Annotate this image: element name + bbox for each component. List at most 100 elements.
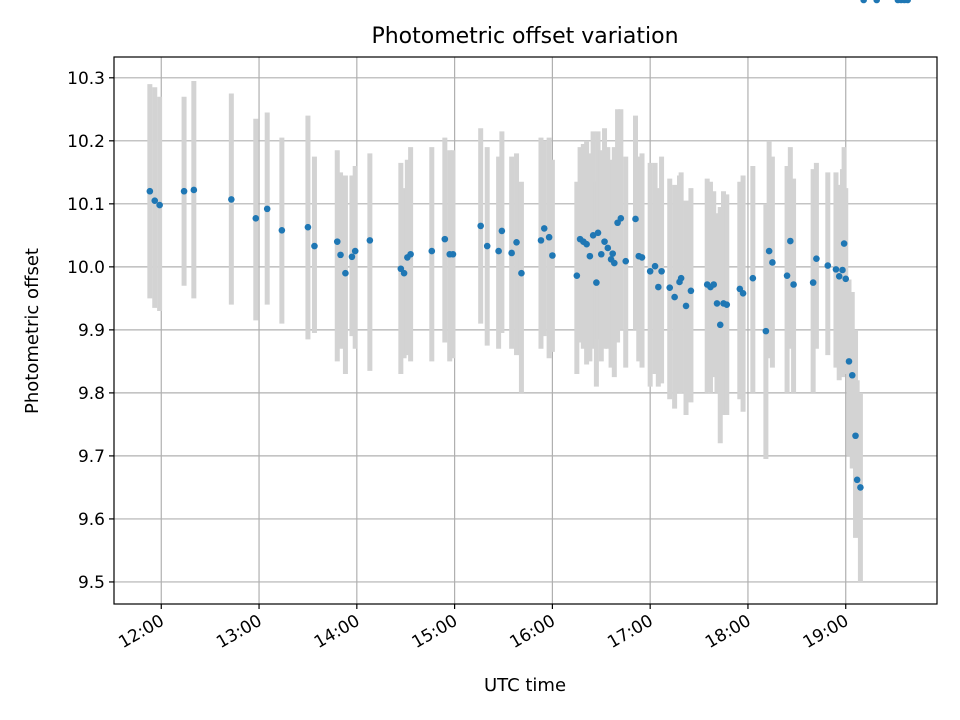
data-point xyxy=(508,249,515,257)
data-point xyxy=(540,225,548,232)
y-tick-label: 9.7 xyxy=(78,447,105,467)
data-point xyxy=(845,358,853,365)
data-point xyxy=(842,275,850,283)
data-point xyxy=(677,274,685,282)
data-point xyxy=(632,215,639,223)
data-point xyxy=(146,187,154,195)
y-tick-label: 10.3 xyxy=(67,69,105,89)
data-point xyxy=(151,197,159,204)
data-point xyxy=(716,321,724,329)
data-point xyxy=(537,237,545,244)
data-point xyxy=(651,262,659,270)
data-point xyxy=(617,215,625,222)
data-point xyxy=(790,281,797,288)
y-tick-label: 9.6 xyxy=(78,510,105,530)
y-tick-label: 10.0 xyxy=(67,258,105,278)
data-point xyxy=(611,259,618,267)
data-point xyxy=(545,233,553,241)
data-point xyxy=(498,227,506,235)
data-point xyxy=(428,247,436,255)
data-point xyxy=(573,272,581,279)
data-point xyxy=(311,242,318,250)
data-point xyxy=(407,250,414,258)
data-point xyxy=(824,262,832,269)
data-point xyxy=(156,201,163,209)
data-point xyxy=(873,0,881,4)
data-point xyxy=(904,0,911,4)
data-point xyxy=(809,279,817,286)
data-point xyxy=(180,187,188,195)
data-point xyxy=(483,242,491,250)
y-axis-ticks: 9.5 9.6 9.7 9.8 9.9 10.0 10.1 10.2 10.3 xyxy=(67,69,114,593)
data-point xyxy=(513,238,520,246)
data-point xyxy=(586,252,594,260)
data-point xyxy=(333,238,341,245)
y-tick-label: 10.1 xyxy=(67,195,105,215)
data-point xyxy=(787,237,794,245)
data-point xyxy=(848,371,856,379)
y-tick-label: 10.2 xyxy=(67,132,105,152)
data-point xyxy=(765,247,773,255)
data-point xyxy=(400,269,408,277)
data-point xyxy=(609,250,616,257)
data-point xyxy=(601,238,608,245)
data-point xyxy=(594,229,602,237)
data-point xyxy=(337,251,344,259)
data-point xyxy=(190,186,198,194)
data-point xyxy=(366,237,374,244)
data-point xyxy=(593,279,600,286)
data-point xyxy=(749,274,757,282)
data-point xyxy=(351,247,359,255)
data-point xyxy=(646,267,654,275)
data-point xyxy=(252,215,260,222)
data-point xyxy=(549,252,556,259)
data-point xyxy=(449,250,457,258)
y-tick-label: 9.5 xyxy=(78,573,105,593)
data-point xyxy=(263,205,271,213)
y-tick-label: 9.9 xyxy=(78,321,105,341)
y-axis-label: Photometric offset xyxy=(22,248,43,414)
data-point xyxy=(840,240,848,247)
data-point xyxy=(304,223,312,231)
data-point xyxy=(658,267,665,275)
data-point xyxy=(583,240,590,248)
data-point xyxy=(723,301,731,308)
data-point xyxy=(710,281,718,288)
data-point xyxy=(682,302,690,310)
data-point xyxy=(589,232,597,239)
data-point xyxy=(477,222,484,230)
data-point xyxy=(769,259,776,266)
x-axis-label: UTC time xyxy=(484,675,566,696)
data-point xyxy=(835,273,843,280)
data-points xyxy=(146,0,911,491)
data-point xyxy=(495,247,502,255)
data-point xyxy=(762,327,770,335)
data-point xyxy=(638,254,646,261)
data-point xyxy=(597,250,605,258)
data-point xyxy=(666,284,674,291)
data-point xyxy=(604,244,612,252)
data-point xyxy=(655,283,662,291)
chart-title: Photometric offset variation xyxy=(371,24,678,49)
data-point xyxy=(518,269,525,277)
data-point xyxy=(853,476,861,484)
data-point xyxy=(832,266,840,273)
data-point xyxy=(342,269,349,277)
data-point xyxy=(713,300,721,307)
data-point xyxy=(739,290,747,297)
data-point xyxy=(687,287,695,295)
data-point xyxy=(441,235,449,243)
data-point xyxy=(671,293,678,301)
data-point xyxy=(228,196,235,203)
data-point xyxy=(622,257,630,265)
data-point xyxy=(278,227,286,234)
plot-frame xyxy=(113,56,938,605)
data-point xyxy=(783,272,791,279)
y-tick-label: 9.8 xyxy=(78,384,105,404)
data-point xyxy=(857,484,864,491)
data-point xyxy=(839,266,846,274)
data-point xyxy=(860,0,867,4)
data-point xyxy=(852,432,859,440)
